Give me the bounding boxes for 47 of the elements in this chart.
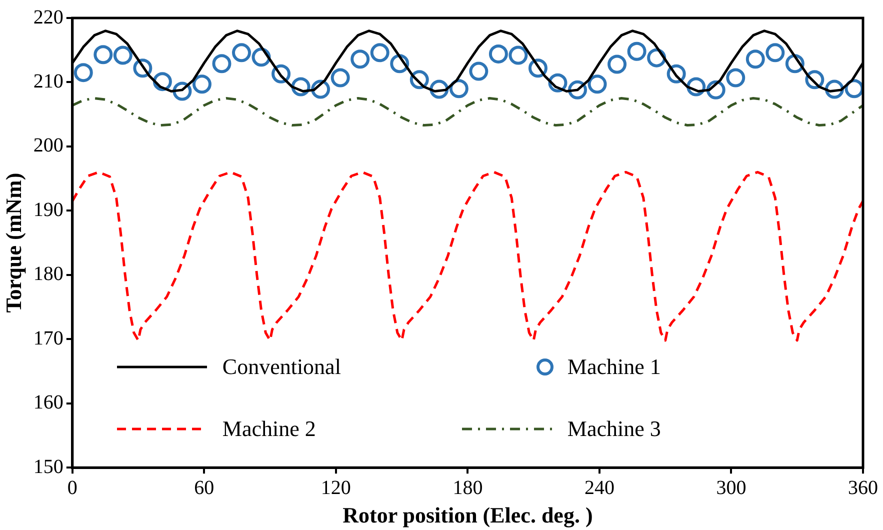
- line-series: [72, 170, 863, 342]
- point: [726, 68, 746, 88]
- legend-label: Machine 2: [222, 416, 316, 442]
- y-tick-label: 180: [33, 263, 64, 286]
- y-tick-label: 220: [33, 6, 64, 28]
- point: [370, 43, 390, 62]
- point: [568, 80, 588, 100]
- x-tick-label: 300: [716, 476, 746, 499]
- y-tick-label: 170: [33, 327, 64, 350]
- x-tick-label: 60: [194, 476, 214, 499]
- y-axis-title: Torque (mNm): [0, 172, 26, 313]
- y-tick-label: 190: [33, 198, 64, 221]
- y-tick-label: 150: [33, 456, 64, 478]
- point: [232, 43, 251, 62]
- x-tick-label: 120: [320, 476, 351, 499]
- point: [528, 58, 548, 78]
- point: [766, 43, 785, 62]
- point: [488, 44, 508, 64]
- point: [508, 46, 528, 65]
- point: [74, 63, 93, 82]
- legend-label: Machine 3: [567, 416, 661, 442]
- point: [272, 64, 291, 84]
- legend-label: Conventional: [222, 354, 341, 380]
- line-series: [72, 97, 863, 127]
- point: [192, 74, 212, 94]
- legend-label: Machine 1: [567, 354, 661, 380]
- point: [805, 70, 824, 90]
- point: [113, 46, 132, 65]
- y-tick-label: 210: [33, 70, 64, 92]
- x-tick-label: 360: [848, 476, 878, 499]
- point: [94, 45, 113, 64]
- point: [608, 54, 627, 74]
- point: [330, 68, 350, 88]
- point: [666, 64, 686, 84]
- point: [350, 50, 370, 69]
- point: [410, 70, 429, 90]
- x-axis-title: Rotor position (Elec. deg. ): [342, 502, 593, 528]
- y-tick-label: 200: [33, 134, 64, 157]
- x-tick-label: 0: [67, 476, 78, 499]
- x-tick-label: 180: [452, 476, 483, 499]
- point: [746, 50, 765, 69]
- point: [469, 62, 488, 81]
- y-tick-label: 160: [33, 392, 64, 414]
- point: [627, 42, 646, 61]
- point: [588, 74, 607, 94]
- x-tick-label: 240: [584, 476, 614, 499]
- point: [212, 54, 232, 74]
